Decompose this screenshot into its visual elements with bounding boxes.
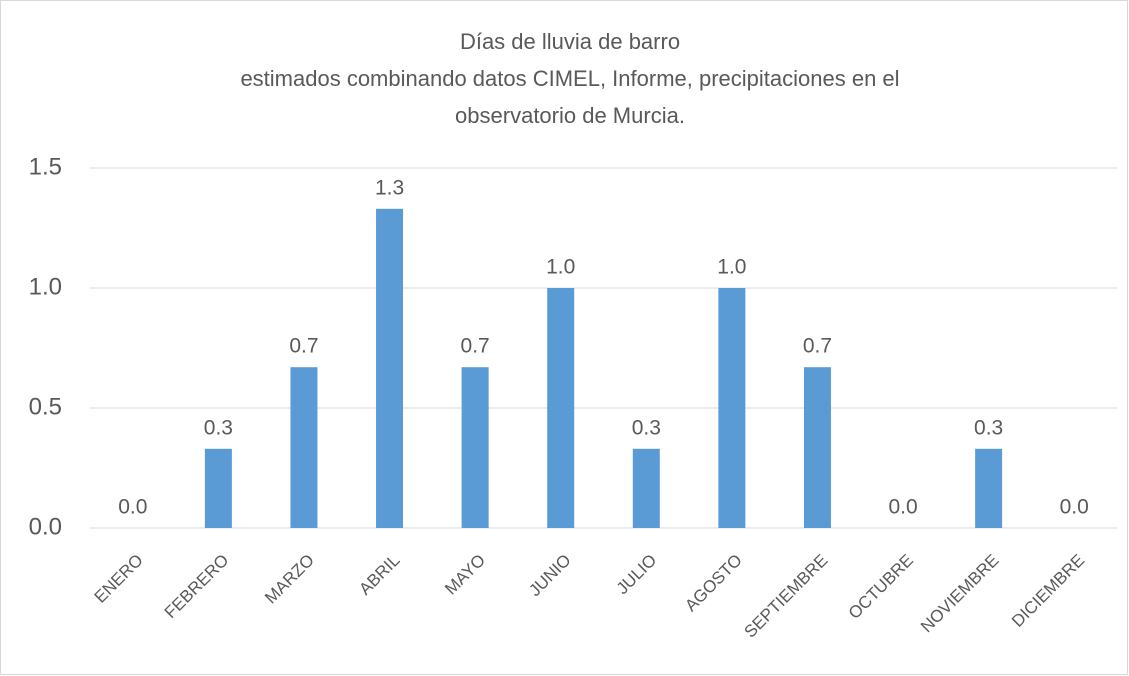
data-label: 0.7 bbox=[461, 335, 490, 358]
bar bbox=[803, 367, 831, 528]
data-label: 0.3 bbox=[632, 416, 661, 439]
data-label: 1.0 bbox=[717, 256, 746, 279]
data-label: 0.0 bbox=[888, 496, 917, 519]
data-label: 0.7 bbox=[289, 335, 318, 358]
bar bbox=[975, 448, 1003, 528]
bar bbox=[632, 448, 660, 528]
y-tick-label: 0.5 bbox=[29, 393, 62, 420]
y-tick-label: 1.5 bbox=[29, 153, 62, 180]
chart-title: estimados combinando datos CIMEL, Inform… bbox=[240, 66, 899, 91]
chart-title: observatorio de Murcia. bbox=[455, 103, 685, 128]
y-tick-label: 0.0 bbox=[29, 513, 62, 540]
bar bbox=[290, 367, 318, 528]
data-label: 1.3 bbox=[375, 176, 404, 199]
data-label: 0.7 bbox=[803, 335, 832, 358]
bar bbox=[547, 288, 575, 528]
chart-title: Días de lluvia de barro bbox=[460, 29, 680, 54]
bar bbox=[376, 208, 404, 529]
data-label: 1.0 bbox=[546, 256, 575, 279]
y-tick-label: 1.0 bbox=[29, 273, 62, 300]
bar bbox=[204, 448, 232, 528]
data-label: 0.0 bbox=[1060, 496, 1089, 519]
data-label: 0.3 bbox=[204, 416, 233, 439]
bar bbox=[461, 367, 489, 528]
data-label: 0.3 bbox=[974, 416, 1003, 439]
data-label: 0.0 bbox=[118, 496, 147, 519]
bar bbox=[718, 288, 746, 528]
